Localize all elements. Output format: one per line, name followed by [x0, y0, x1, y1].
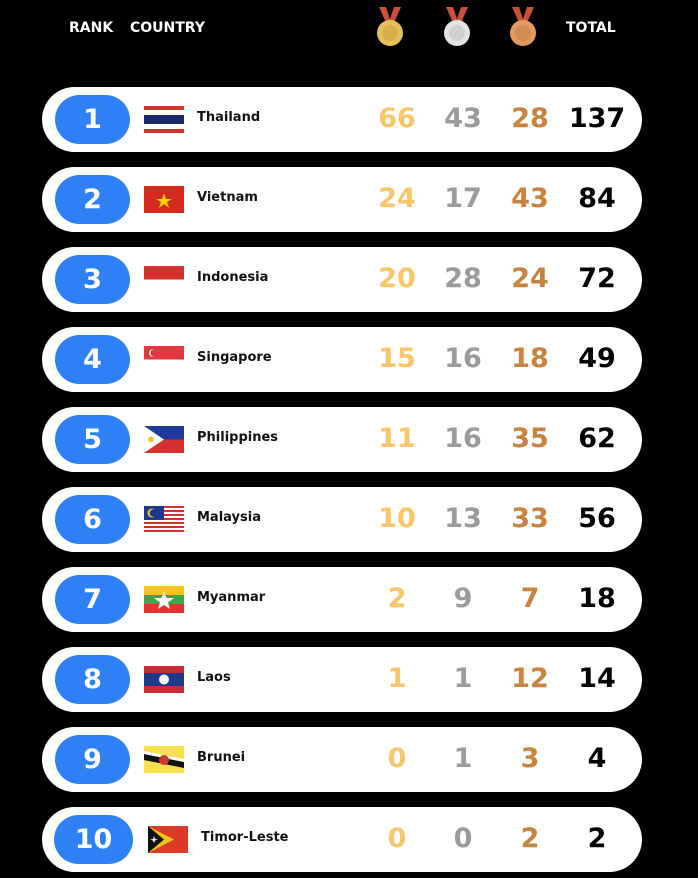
country-flag-icon — [144, 266, 184, 293]
total-count: 56 — [578, 503, 616, 534]
country-flag-icon — [144, 346, 184, 373]
bronze-count: 28 — [511, 103, 549, 134]
total-count: 62 — [578, 423, 616, 454]
silver-count: 1 — [453, 743, 473, 774]
bronze-count: 43 — [511, 183, 549, 214]
rank-badge: 10 — [54, 815, 133, 864]
silver-count: 28 — [444, 263, 482, 294]
country-name: Singapore — [197, 350, 272, 365]
silver-count: 0 — [453, 823, 473, 854]
country-name: Myanmar — [197, 590, 266, 605]
country-name: Malaysia — [197, 510, 261, 525]
total-count: 18 — [578, 583, 616, 614]
rank-badge: 1 — [55, 95, 130, 144]
bronze-count: 3 — [520, 743, 540, 774]
gold-count: 24 — [378, 183, 416, 214]
gold-count: 15 — [378, 343, 416, 374]
country-name: Brunei — [197, 750, 246, 765]
bronze-count: 33 — [511, 503, 549, 534]
bronze-count: 24 — [511, 263, 549, 294]
total-count: 137 — [568, 103, 626, 134]
table-row: 8 Laos 1 1 12 14 — [42, 647, 642, 712]
country-name: Vietnam — [197, 190, 258, 205]
silver-count: 43 — [444, 103, 482, 134]
table-row: 9 Brunei 0 1 3 4 — [42, 727, 642, 792]
country-flag-icon — [144, 746, 184, 773]
gold-count: 1 — [387, 663, 407, 694]
country-name: Philippines — [197, 430, 279, 445]
bronze-count: 7 — [520, 583, 540, 614]
gold-count: 11 — [378, 423, 416, 454]
gold-count: 0 — [387, 743, 407, 774]
table-row: 2 Vietnam 24 17 43 84 — [42, 167, 642, 232]
rank-badge: 9 — [55, 735, 130, 784]
rank-badge: 2 — [55, 175, 130, 224]
rank-badge: 7 — [55, 575, 130, 624]
table-row: 5 Philippines 11 16 35 62 — [42, 407, 642, 472]
table-row: 3 Indonesia 20 28 24 72 — [42, 247, 642, 312]
table-row: 7 Myanmar 2 9 7 18 — [42, 567, 642, 632]
total-count: 2 — [587, 823, 607, 854]
rank-badge: 6 — [55, 495, 130, 544]
bronze-count: 2 — [520, 823, 540, 854]
rank-header: RANK — [69, 20, 114, 36]
table-row: 6 Malaysia 10 13 33 56 — [42, 487, 642, 552]
country-flag-icon — [144, 426, 184, 453]
country-flag-icon — [144, 506, 184, 533]
country-name: Timor-Leste — [201, 830, 289, 845]
total-header: TOTAL — [566, 20, 616, 36]
gold-count: 66 — [378, 103, 416, 134]
total-count: 14 — [578, 663, 616, 694]
silver-count: 1 — [453, 663, 473, 694]
gold-medal-icon — [377, 7, 403, 46]
total-count: 4 — [587, 743, 607, 774]
total-count: 72 — [578, 263, 616, 294]
country-header: COUNTRY — [130, 20, 205, 36]
silver-count: 9 — [453, 583, 473, 614]
rank-badge: 3 — [55, 255, 130, 304]
gold-count: 10 — [378, 503, 416, 534]
gold-count: 20 — [378, 263, 416, 294]
country-flag-icon — [144, 186, 184, 213]
country-name: Indonesia — [197, 270, 269, 285]
rank-badge: 8 — [55, 655, 130, 704]
total-count: 49 — [578, 343, 616, 374]
table-row: 1 Thailand 66 43 28 137 — [42, 87, 642, 152]
silver-count: 16 — [444, 343, 482, 374]
country-name: Thailand — [197, 110, 261, 125]
country-name: Laos — [197, 670, 231, 685]
silver-medal-icon — [444, 7, 470, 46]
total-count: 84 — [578, 183, 616, 214]
country-flag-icon — [148, 826, 188, 853]
bronze-count: 12 — [511, 663, 549, 694]
gold-count: 0 — [387, 823, 407, 854]
silver-count: 17 — [444, 183, 482, 214]
rank-badge: 5 — [55, 415, 130, 464]
silver-count: 16 — [444, 423, 482, 454]
rank-badge: 4 — [55, 335, 130, 384]
bronze-medal-icon — [510, 7, 536, 46]
gold-count: 2 — [387, 583, 407, 614]
silver-count: 13 — [444, 503, 482, 534]
country-flag-icon — [144, 666, 184, 693]
bronze-count: 18 — [511, 343, 549, 374]
country-flag-icon — [144, 586, 184, 613]
table-row: 10 Timor-Leste 0 0 2 2 — [42, 807, 642, 872]
table-row: 4 Singapore 15 16 18 49 — [42, 327, 642, 392]
bronze-count: 35 — [511, 423, 549, 454]
country-flag-icon — [144, 106, 184, 133]
